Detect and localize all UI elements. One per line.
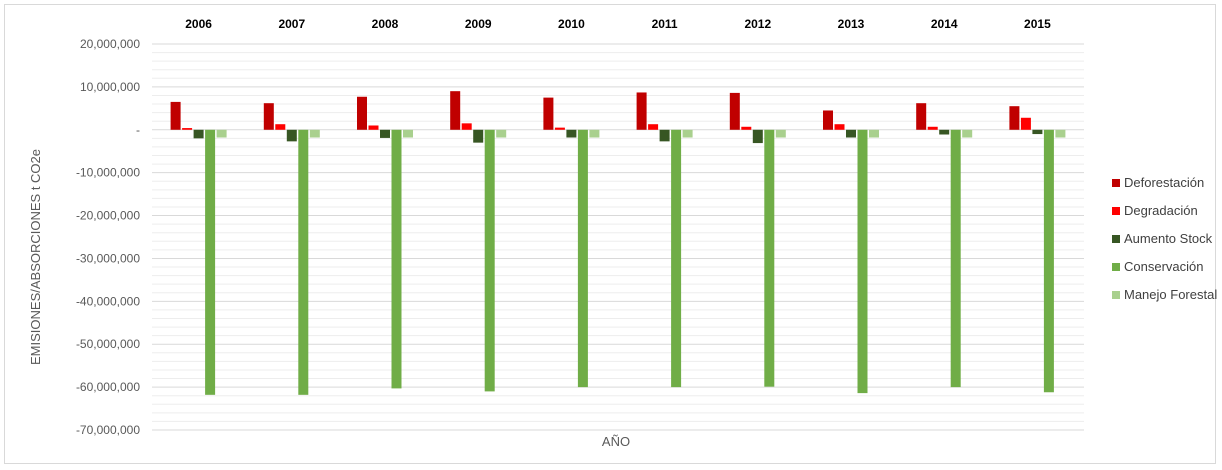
bar-degradación-2009 bbox=[461, 123, 472, 130]
y-tick-label: 20,000,000 bbox=[80, 37, 140, 51]
bar-aumento-stock-2010 bbox=[566, 129, 577, 138]
legend-swatch bbox=[1112, 235, 1120, 243]
bar-manejo-forestal-2011 bbox=[682, 129, 693, 138]
bar-degradación-2011 bbox=[648, 124, 659, 130]
category-label: 2008 bbox=[372, 17, 399, 31]
bar-degradación-2006 bbox=[182, 128, 193, 130]
legend-label: Manejo Forestal bbox=[1124, 287, 1217, 302]
bar-aumento-stock-2008 bbox=[380, 129, 390, 138]
legend-label: Degradación bbox=[1124, 203, 1198, 218]
y-tick-label: -20,000,000 bbox=[76, 209, 140, 223]
bar-manejo-forestal-2013 bbox=[869, 129, 879, 138]
chart-frame bbox=[4, 4, 1216, 464]
category-labels: 2006 2007 2008 2009 2010 2011 2012 2013 2014 2015 bbox=[185, 17, 1051, 31]
y-tick-label: -50,000,000 bbox=[76, 337, 140, 351]
bar-aumento-stock-2009 bbox=[473, 129, 484, 143]
bar-conservación-2012 bbox=[764, 129, 775, 387]
y-tick-label: -30,000,000 bbox=[76, 251, 140, 265]
bar-conservación-2011 bbox=[671, 129, 682, 388]
category-label: 2013 bbox=[838, 17, 865, 31]
bar-deforestación-2015 bbox=[1009, 106, 1020, 130]
category-label: 2014 bbox=[931, 17, 958, 31]
gridlines bbox=[152, 43, 1084, 431]
bar-aumento-stock-2013 bbox=[846, 129, 856, 138]
bar-aumento-stock-2014 bbox=[939, 129, 950, 135]
bar-aumento-stock-2007 bbox=[286, 129, 297, 142]
bar-deforestación-2008 bbox=[357, 96, 367, 130]
bars bbox=[170, 91, 1066, 395]
y-tick-label: -40,000,000 bbox=[76, 294, 140, 308]
category-label: 2009 bbox=[465, 17, 492, 31]
bar-manejo-forestal-2007 bbox=[309, 129, 320, 138]
bar-deforestación-2012 bbox=[729, 92, 740, 130]
bar-aumento-stock-2015 bbox=[1032, 129, 1043, 135]
legend-label: Conservación bbox=[1124, 259, 1204, 274]
legend-swatch bbox=[1112, 291, 1120, 299]
bar-deforestación-2014 bbox=[916, 103, 927, 130]
y-tick-label: 10,000,000 bbox=[80, 80, 140, 94]
bar-aumento-stock-2011 bbox=[659, 129, 670, 142]
bar-degradación-2015 bbox=[1020, 117, 1031, 130]
bar-manejo-forestal-2010 bbox=[589, 129, 600, 138]
bar-manejo-forestal-2014 bbox=[962, 129, 973, 138]
legend: Deforestación Degradación Aumento Stock Con… bbox=[1112, 175, 1217, 302]
bar-degradación-2008 bbox=[368, 125, 379, 130]
bar-manejo-forestal-2015 bbox=[1055, 129, 1066, 138]
y-tick-label: -10,000,000 bbox=[76, 166, 140, 180]
bar-degradación-2014 bbox=[927, 126, 938, 130]
bar-conservación-2015 bbox=[1043, 129, 1054, 393]
y-tick-label: -70,000,000 bbox=[76, 423, 140, 437]
bar-manejo-forestal-2012 bbox=[775, 129, 786, 138]
bar-manejo-forestal-2008 bbox=[403, 129, 413, 138]
bar-degradación-2012 bbox=[741, 126, 752, 130]
x-axis-title: AÑO bbox=[602, 434, 630, 449]
bar-degradación-2007 bbox=[275, 124, 286, 130]
bar-degradación-2013 bbox=[834, 124, 845, 130]
category-label: 2011 bbox=[652, 17, 678, 31]
bar-degradación-2010 bbox=[554, 127, 565, 130]
legend-swatch bbox=[1112, 207, 1120, 215]
bar-conservación-2010 bbox=[577, 129, 588, 388]
bar-deforestación-2009 bbox=[450, 91, 461, 130]
bar-conservación-2006 bbox=[205, 129, 216, 395]
category-label: 2015 bbox=[1024, 17, 1051, 31]
category-label: 2006 bbox=[185, 17, 212, 31]
y-axis-ticks: 20,000,000 10,000,000 - -10,000,000 -20,000,… bbox=[76, 37, 140, 437]
category-label: 2007 bbox=[278, 17, 305, 31]
legend-swatch bbox=[1112, 179, 1120, 187]
bar-conservación-2007 bbox=[298, 129, 309, 395]
legend-label: Aumento Stock bbox=[1124, 231, 1213, 246]
bar-aumento-stock-2012 bbox=[752, 129, 763, 144]
bar-manejo-forestal-2006 bbox=[216, 129, 227, 138]
bar-deforestación-2006 bbox=[170, 101, 181, 130]
bar-manejo-forestal-2009 bbox=[496, 129, 507, 138]
bar-conservación-2013 bbox=[857, 129, 868, 394]
y-tick-label: - bbox=[136, 123, 140, 137]
category-label: 2010 bbox=[558, 17, 585, 31]
legend-label: Deforestación bbox=[1124, 175, 1204, 190]
bar-conservación-2009 bbox=[484, 129, 495, 392]
legend-swatch bbox=[1112, 263, 1120, 271]
bar-deforestación-2011 bbox=[636, 92, 647, 130]
bar-conservación-2014 bbox=[950, 129, 961, 388]
bar-conservación-2008 bbox=[391, 129, 402, 389]
y-tick-label: -60,000,000 bbox=[76, 380, 140, 394]
bar-deforestación-2013 bbox=[823, 110, 833, 130]
bar-aumento-stock-2006 bbox=[193, 129, 204, 139]
y-axis-title: EMISIONES/ABSORCIONES t CO2e bbox=[28, 149, 43, 365]
bar-deforestación-2007 bbox=[263, 103, 274, 130]
bar-deforestación-2010 bbox=[543, 97, 554, 130]
category-label: 2012 bbox=[744, 17, 771, 31]
